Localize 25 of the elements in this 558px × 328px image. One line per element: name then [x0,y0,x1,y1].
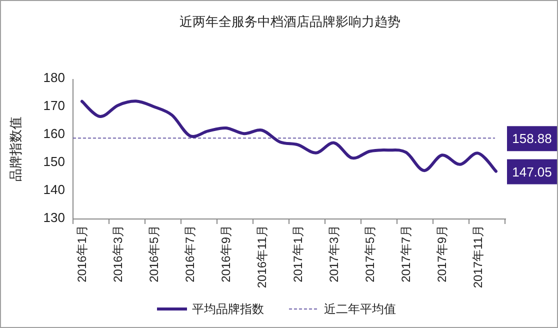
legend-label: 近二年平均值 [324,302,396,316]
x-tick-label: 2017年3月 [327,225,341,282]
x-tick-label: 2017年5月 [363,225,377,282]
chart-title: 近两年全服务中档酒店品牌影响力趋势 [180,14,400,29]
x-tick-label: 2016年5月 [147,225,161,282]
data-label: 147.05 [512,164,552,180]
line-series [80,100,498,173]
y-tick-label: 140 [43,182,65,197]
x-tick-label: 2016年1月 [75,225,89,282]
x-tick-label: 2017年1月 [291,225,305,282]
x-tick-label: 2017年9月 [435,225,449,282]
y-tick-label: 150 [43,154,65,169]
y-tick-label: 180 [43,70,65,85]
y-tick-label: 130 [43,210,65,225]
x-tick-label: 2017年7月 [399,225,413,282]
text: 158.88 [512,131,552,146]
x-tick-label: 2016年7月 [183,225,197,282]
x-tick-label: 2016年11月 [255,225,269,288]
y-tick-label: 170 [43,98,65,113]
x-tick-label: 2016年9月 [219,225,233,282]
y-tick-label: 160 [43,126,65,141]
x-tick-label: 2017年11月 [471,225,485,288]
x-tick-label: 2016年3月 [111,225,125,282]
legend-label: 平均品牌指数 [192,302,264,316]
y-axis-title: 品牌指数值 [8,116,23,182]
